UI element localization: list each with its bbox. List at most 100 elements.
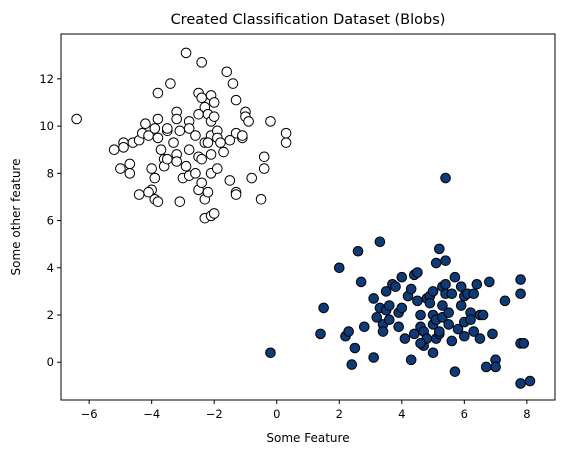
- data-point-series-2: [415, 338, 426, 349]
- data-point-series-1: [224, 134, 236, 146]
- data-point-series-1: [196, 177, 207, 189]
- data-point-series-2: [374, 236, 386, 248]
- data-point-series-2: [449, 271, 461, 283]
- data-point-series-2: [427, 286, 439, 297]
- data-point-series-1: [258, 163, 270, 174]
- data-point-series-1: [202, 137, 214, 148]
- data-point-series-2: [368, 293, 379, 304]
- data-point-series-1: [152, 113, 164, 125]
- data-point-series-2: [333, 262, 345, 274]
- data-point-series-2: [465, 314, 476, 326]
- data-point-series-1: [237, 130, 248, 141]
- data-point-series-2: [515, 274, 526, 285]
- data-point-series-1: [215, 137, 226, 148]
- data-point-series-2: [443, 319, 454, 330]
- data-point-series-2: [424, 297, 436, 309]
- x-tick-label: 0: [273, 407, 280, 421]
- data-point-series-2: [390, 281, 401, 292]
- data-point-series-2: [415, 309, 426, 321]
- data-point-series-2: [468, 326, 480, 337]
- y-tick-label: 12: [39, 72, 54, 86]
- data-point-series-1: [212, 163, 223, 174]
- data-point-series-2: [318, 302, 329, 314]
- data-point-series-2: [440, 278, 451, 290]
- data-point-series-1: [162, 153, 173, 165]
- x-tick-label: 6: [461, 407, 468, 421]
- data-point-series-1: [196, 57, 207, 68]
- data-point-series-1: [149, 123, 161, 134]
- y-tick-label: 6: [47, 214, 54, 228]
- data-point-series-1: [208, 97, 220, 108]
- x-tick-label: −4: [143, 407, 160, 421]
- data-point-series-2: [474, 333, 486, 344]
- data-point-series-2: [477, 309, 489, 321]
- data-point-series-1: [146, 163, 157, 174]
- data-point-series-1: [196, 92, 207, 104]
- data-point-series-2: [452, 323, 464, 335]
- data-point-series-2: [434, 243, 445, 255]
- data-point-series-1: [149, 172, 161, 184]
- data-point-series-1: [208, 208, 220, 219]
- data-point-series-1: [218, 146, 229, 158]
- data-point-series-2: [443, 307, 454, 318]
- scatter-points: [71, 47, 536, 389]
- data-point-series-2: [346, 359, 358, 370]
- data-point-series-1: [230, 189, 242, 200]
- data-point-series-2: [515, 288, 526, 300]
- data-point-series-2: [405, 283, 417, 295]
- data-point-series-2: [430, 257, 442, 269]
- data-point-series-2: [490, 361, 501, 373]
- y-tick-label: 8: [47, 166, 54, 180]
- data-point-series-1: [171, 156, 182, 167]
- data-point-series-1: [265, 116, 276, 127]
- data-point-series-1: [133, 189, 145, 200]
- data-point-series-1: [162, 123, 173, 134]
- data-point-series-2: [437, 300, 448, 311]
- data-point-series-2: [352, 245, 364, 257]
- data-point-series-2: [427, 347, 439, 359]
- data-point-series-2: [518, 338, 530, 349]
- data-point-series-1: [246, 172, 258, 184]
- data-point-series-2: [396, 271, 408, 283]
- data-point-series-1: [168, 137, 179, 148]
- data-point-series-1: [190, 130, 201, 141]
- data-point-series-1: [124, 168, 136, 179]
- data-point-series-2: [265, 347, 276, 359]
- x-tick-label: 2: [336, 407, 343, 421]
- data-point-series-2: [380, 286, 392, 297]
- data-point-series-2: [440, 255, 451, 266]
- x-tick-label: −2: [206, 407, 223, 421]
- data-point-series-1: [258, 151, 270, 163]
- data-point-series-1: [183, 123, 195, 134]
- data-point-series-1: [280, 137, 292, 148]
- data-point-series-1: [180, 160, 192, 172]
- data-point-series-2: [440, 172, 451, 184]
- data-point-series-2: [455, 281, 467, 292]
- data-point-series-1: [152, 196, 164, 207]
- data-point-series-2: [459, 330, 470, 342]
- data-point-series-2: [396, 302, 408, 314]
- data-point-series-1: [71, 113, 82, 125]
- data-point-series-2: [343, 326, 354, 337]
- data-point-series-1: [152, 87, 164, 99]
- data-point-series-2: [358, 321, 370, 333]
- data-point-series-2: [368, 352, 379, 363]
- data-point-series-2: [515, 378, 526, 389]
- data-point-series-2: [449, 366, 461, 377]
- plot-frame: [60, 33, 556, 401]
- data-point-series-1: [183, 144, 195, 156]
- y-axis-ticks: 0 2 4 6 8 10 12: [39, 72, 61, 369]
- y-axis-label: Some other feature: [9, 159, 23, 276]
- y-tick-label: 4: [47, 261, 54, 275]
- data-point-series-1: [152, 132, 164, 144]
- x-tick-label: −6: [81, 407, 98, 421]
- data-point-series-2: [434, 326, 445, 337]
- data-point-series-2: [471, 278, 483, 290]
- data-point-series-1: [174, 125, 186, 137]
- data-point-series-2: [383, 300, 395, 311]
- data-point-series-1: [230, 94, 242, 106]
- data-point-series-2: [399, 333, 411, 344]
- data-point-series-1: [180, 47, 192, 59]
- data-point-series-1: [221, 66, 233, 78]
- data-point-series-1: [118, 142, 129, 153]
